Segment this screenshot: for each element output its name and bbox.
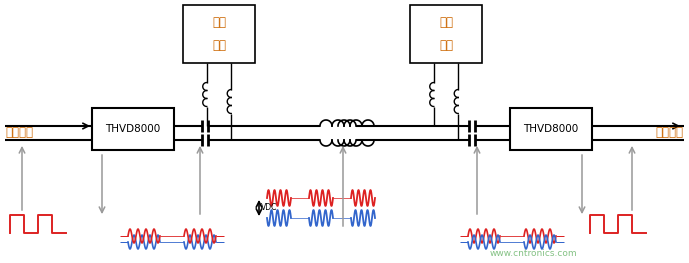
Bar [92, 108, 174, 150]
Text: VDC: VDC [261, 204, 278, 213]
Text: 电源: 电源 [439, 16, 453, 29]
Text: www.cntronics.com: www.cntronics.com [490, 249, 577, 258]
Text: THVD8000: THVD8000 [524, 124, 579, 134]
Bar [183, 5, 255, 63]
Text: 输出: 输出 [439, 39, 453, 52]
Bar [410, 5, 482, 63]
Text: 数据输出: 数据输出 [655, 127, 683, 139]
Text: THVD8000: THVD8000 [105, 124, 161, 134]
Bar [510, 108, 592, 150]
Text: 输入: 输入 [212, 39, 226, 52]
Text: 数据输入: 数据输入 [5, 127, 33, 139]
Text: 电源: 电源 [212, 16, 226, 29]
